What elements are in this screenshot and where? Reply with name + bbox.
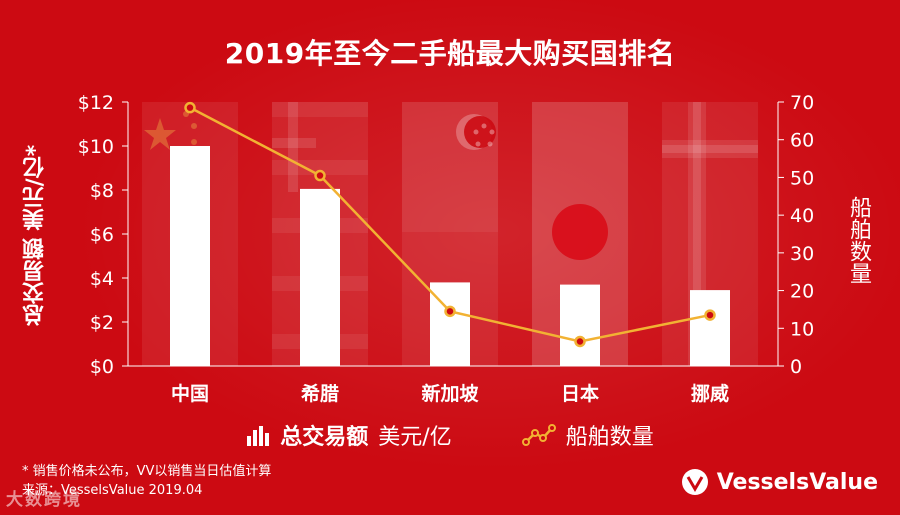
x-tick-label: 日本 [561,382,599,405]
y-axis-right-label: 船舶数量 [846,196,871,284]
line-series [184,101,716,348]
x-tick-label: 希腊 [301,382,339,405]
china-star-icon [144,118,176,150]
y-left-tick-label: $2 [90,312,114,334]
y-right-tick-label: 50 [790,167,814,189]
y-right-tick-label: 20 [790,281,814,303]
legend-item-bar: 总交易额 美元/亿 [246,419,452,451]
y-left-tick-label: $12 [78,92,114,114]
legend-bar-label-bold: 总交易额 [280,425,369,450]
line-point [184,101,196,114]
footnote: * 销售价格未公布，VV以销售当日估值计算 来源：VesselsValue 20… [22,462,271,500]
y-right-tick-label: 30 [790,243,814,265]
right-axis: 0 10 20 30 40 50 60 70 [777,92,814,378]
japan-sun-icon [552,204,608,260]
y-right-tick-label: 60 [790,130,814,152]
x-tick-label: 新加坡 [421,382,479,405]
y-axis-left-label: 总交易额 美元/亿* [23,144,48,326]
flag-singapore [402,102,498,366]
line-point [704,309,716,321]
legend-line-label: 船舶数量 [565,425,654,450]
brand-logo: VesselsValue [681,468,878,496]
line-point [444,305,456,318]
y-left-tick-label: $4 [90,268,114,290]
left-axis: $0 $2 $4 $6 $8 $10 $12 [78,92,778,378]
line-chart-icon [521,424,556,446]
y-left-tick-label: $0 [90,356,114,378]
chart-title: 2019年至今二手船最大购买国排名 [224,37,676,70]
bar-chart-icon [247,426,270,446]
x-axis-labels: 中国 希腊 新加坡 日本 挪威 [171,382,729,405]
x-tick-label: 挪威 [691,382,729,405]
footnote-note: * 销售价格未公布，VV以销售当日估值计算 [22,464,272,479]
y-left-tick-label: $10 [78,136,114,158]
y-right-tick-label: 40 [790,205,814,227]
line-point [314,169,326,182]
watermark: 大数跨境 [6,490,82,510]
legend-bar-label-unit: 美元/亿 [378,425,452,450]
vesselsvalue-logo-icon [681,469,708,495]
y-left-tick-label: $6 [90,224,114,246]
brand-name: VesselsValue [716,469,878,495]
y-right-tick-label: 10 [790,318,814,340]
x-tick-label: 中国 [171,382,209,405]
bar [560,284,600,366]
footnote-source: 来源：VesselsValue 2019.04 [22,483,203,498]
y-right-tick-label: 0 [790,356,802,378]
y-right-tick-label: 70 [790,92,814,114]
y-left-tick-label: $8 [90,180,114,202]
legend-item-line: 船舶数量 [521,419,654,451]
bar [690,290,730,366]
bar [300,188,340,366]
bar [170,146,210,366]
line-point [574,335,586,348]
legend: 总交易额 美元/亿 船舶数量 [0,420,900,450]
